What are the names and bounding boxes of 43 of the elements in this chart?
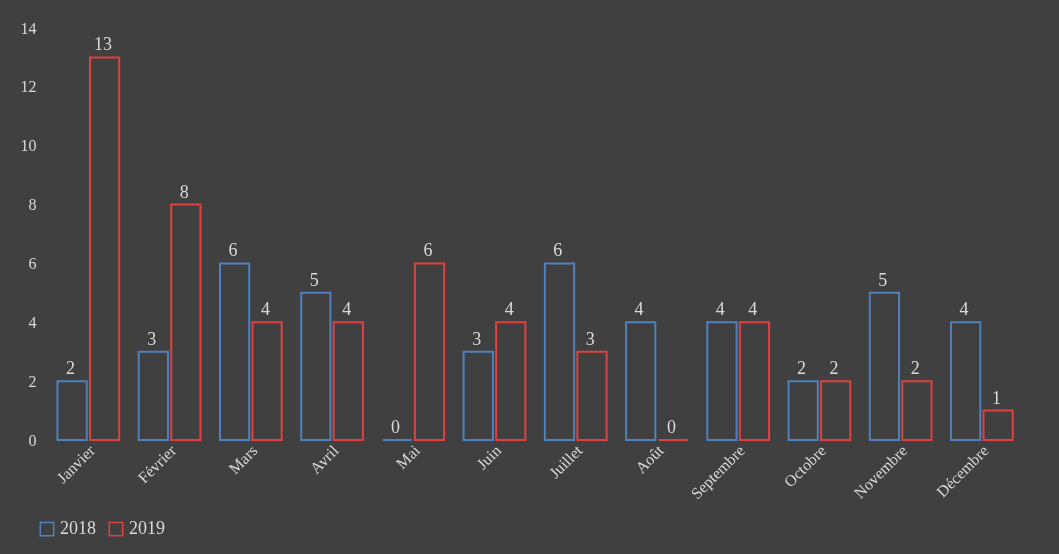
y-tick-label: 0 (28, 431, 37, 449)
data-label: 4 (634, 299, 644, 320)
data-label: 1 (992, 387, 1002, 408)
x-tick-label: Mai (392, 441, 424, 473)
data-label: 0 (667, 417, 677, 437)
data-label: 5 (309, 269, 319, 290)
data-label: 13 (93, 34, 112, 55)
data-label: 2 (797, 358, 807, 379)
y-tick-label: 10 (20, 137, 37, 155)
y-tick-label: 4 (28, 313, 37, 331)
data-label: 4 (504, 299, 514, 320)
bar (950, 321, 982, 441)
data-label: 5 (878, 269, 888, 290)
data-label: 3 (147, 328, 157, 349)
data-label: 6 (228, 240, 238, 261)
bar (413, 262, 446, 441)
x-tick-label: Juin (473, 441, 505, 473)
y-tick-label: 14 (20, 19, 37, 37)
data-label: 6 (553, 240, 563, 261)
data-label: 4 (715, 299, 725, 320)
data-label: 2 (829, 358, 839, 379)
legend-label: 2019 (129, 518, 165, 539)
bar (625, 321, 657, 441)
data-label: 3 (472, 328, 482, 349)
y-tick-label: 12 (20, 78, 37, 96)
bar (332, 321, 364, 441)
data-label: 6 (423, 240, 433, 261)
data-label: 3 (585, 328, 595, 349)
data-label: 4 (260, 299, 270, 320)
y-tick-label: 2 (28, 372, 37, 390)
data-label: 2 (65, 358, 75, 379)
bar (300, 291, 332, 441)
legend-label: 2018 (60, 518, 96, 539)
data-label: 4 (342, 299, 352, 320)
y-tick-label: 6 (28, 254, 37, 272)
bar (982, 409, 1014, 441)
data-label: 4 (748, 299, 758, 320)
x-tick-label: Août (632, 441, 668, 477)
data-label: 0 (390, 417, 400, 437)
data-label: 2 (910, 358, 920, 379)
data-label: 8 (179, 181, 189, 202)
y-tick-label: 8 (28, 196, 37, 214)
data-label: 4 (959, 299, 969, 320)
